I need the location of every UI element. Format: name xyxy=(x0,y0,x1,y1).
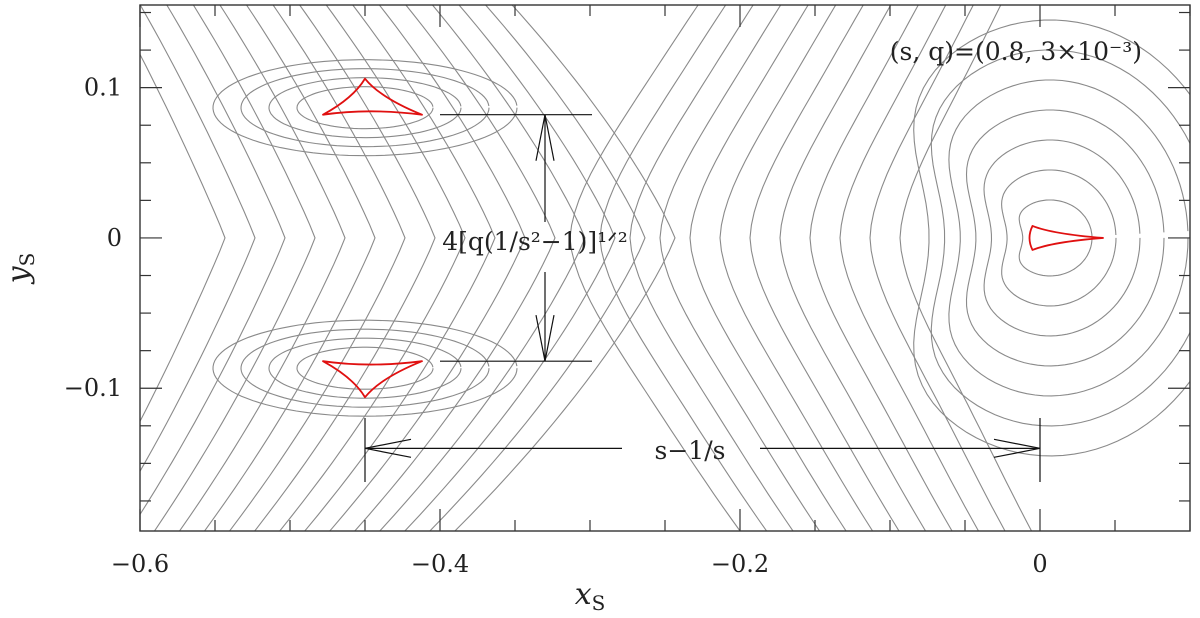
contour-line xyxy=(253,5,436,531)
contour-line xyxy=(203,5,376,531)
contour-loop xyxy=(240,68,490,148)
parameters-label: (s, q)=(0.8, 3×10⁻³) xyxy=(890,37,1142,66)
y-axis-label: yS xyxy=(1,253,39,286)
contour-line xyxy=(839,5,980,531)
contour-line xyxy=(779,5,927,531)
contour-lines xyxy=(140,5,1190,531)
contour-loop xyxy=(212,319,518,417)
arrow-head-up xyxy=(535,114,555,161)
contour-loop xyxy=(296,346,434,390)
y-tick-label: 0 xyxy=(107,224,122,252)
planetary-caustic xyxy=(322,77,423,116)
contour-loop xyxy=(268,77,462,139)
contour-line xyxy=(429,5,646,531)
arrow-head-left xyxy=(364,438,412,458)
position-offset-label: s−1/s xyxy=(655,436,726,465)
contour-line xyxy=(304,5,496,531)
caustic-separation-label: 4[q(1/s²−1)]¹ᐟ² xyxy=(442,227,628,256)
contour-loop xyxy=(296,86,434,130)
contour-loop xyxy=(983,139,1141,337)
x-tick-label: −0.6 xyxy=(111,550,169,578)
contour-line xyxy=(329,5,526,531)
tick-labels: −0.6 −0.4 −0.2 0 0.1 0 −0.1 xyxy=(64,74,1048,578)
contour-line xyxy=(809,5,953,531)
contour-line xyxy=(228,5,406,531)
contour-line xyxy=(454,5,676,531)
planetary-caustic xyxy=(322,360,423,399)
contour-line xyxy=(278,5,466,531)
contour-line xyxy=(354,5,556,531)
contour-loop xyxy=(930,49,1190,427)
contour-line xyxy=(629,5,794,531)
y-tick-label: 0.1 xyxy=(84,74,122,102)
contour-loop xyxy=(1018,199,1093,277)
contour-line xyxy=(659,5,821,531)
contour-line xyxy=(140,5,256,473)
caustic-curves xyxy=(322,77,1104,399)
dimension-annotations xyxy=(364,114,1041,482)
contour-line xyxy=(749,5,900,531)
contour-loop xyxy=(913,19,1190,457)
axis-ticks xyxy=(139,5,1191,531)
contour-line xyxy=(569,5,741,531)
contour-line xyxy=(379,5,586,531)
contour-line xyxy=(178,5,346,531)
contour-line xyxy=(869,5,1006,531)
x-tick-label: 0 xyxy=(1032,550,1047,578)
contour-loop xyxy=(212,59,518,157)
contour-loop xyxy=(240,328,490,408)
x-tick-label: −0.2 xyxy=(711,550,769,578)
contour-line xyxy=(899,5,1033,531)
contour-line xyxy=(140,53,226,423)
arrow-head-down xyxy=(535,315,555,362)
contour-line xyxy=(689,5,847,531)
contour-loop xyxy=(268,337,462,399)
contour-line xyxy=(140,5,286,516)
central-caustic xyxy=(1028,225,1104,251)
contour-loop xyxy=(965,109,1165,367)
contour-line xyxy=(404,5,616,531)
x-tick-label: −0.4 xyxy=(411,550,469,578)
contour-line xyxy=(153,5,316,531)
x-axis-label: xS xyxy=(575,577,606,615)
arrow-head-right xyxy=(993,438,1041,458)
contour-line xyxy=(719,5,874,531)
contour-loop xyxy=(1001,169,1117,307)
y-tick-label: −0.1 xyxy=(64,374,122,402)
contour-line xyxy=(599,5,768,531)
contour-loop xyxy=(948,79,1189,397)
